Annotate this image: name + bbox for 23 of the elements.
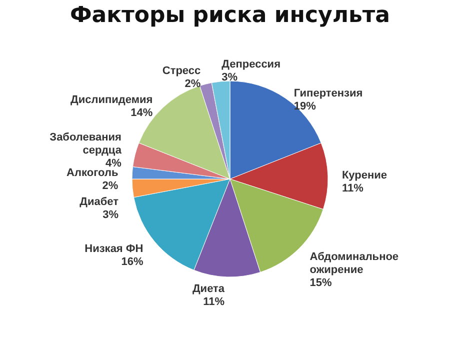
data-label: 2%: [102, 180, 118, 192]
data-label: 4%: [106, 158, 122, 170]
slice-label: Алкоголь: [66, 167, 118, 180]
slice-label: Абдоминальное ожирение: [310, 250, 399, 276]
slice-label: Дислипидемия: [70, 94, 153, 106]
data-label: 11%: [203, 296, 225, 308]
data-label: 3%: [222, 71, 238, 84]
slice-label: Низкая ФН: [84, 243, 144, 256]
data-label: 19%: [294, 100, 316, 112]
slice-label: Курение: [342, 170, 388, 182]
slice-label: Диабет: [80, 196, 120, 208]
slice-label: Депрессия: [222, 58, 280, 70]
slice-label: Диета: [192, 282, 226, 295]
slice-label: Заболевания сердца: [50, 132, 122, 157]
data-label: 16%: [121, 256, 144, 268]
data-label: 3%: [102, 209, 119, 222]
data-label: 11%: [342, 182, 364, 195]
data-label: 15%: [310, 276, 332, 289]
data-label: 2%: [184, 78, 201, 90]
data-label: 14%: [130, 107, 153, 120]
chart-title: Факторы риска инсульта: [70, 3, 390, 28]
slice-label: Гипертензия: [294, 87, 363, 100]
slice-label: Стресс: [162, 65, 201, 78]
